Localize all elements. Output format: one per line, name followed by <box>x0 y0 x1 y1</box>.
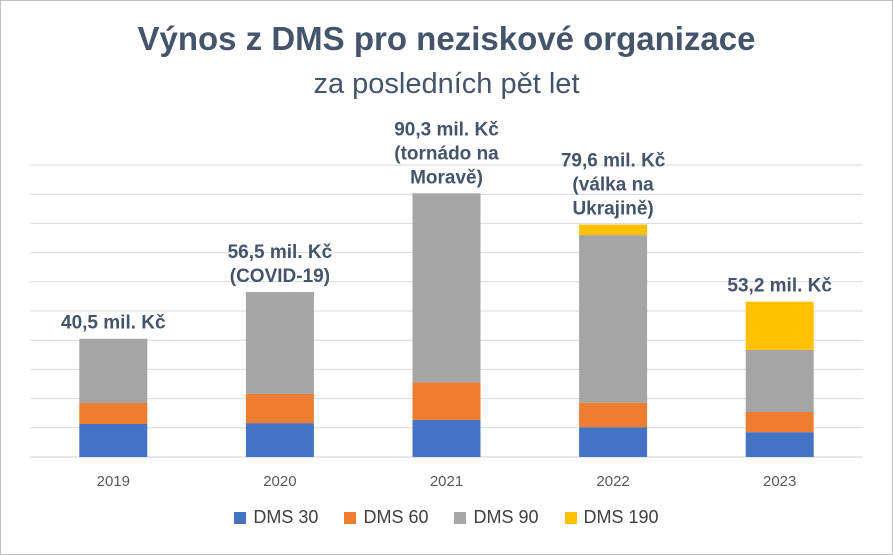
x-tick-label: 2020 <box>263 473 296 490</box>
bar-dms-190-2022 <box>579 224 648 236</box>
legend-item: DMS 30 <box>234 507 318 528</box>
legend-swatch <box>564 511 577 524</box>
data-label: (COVID-19) <box>230 266 330 287</box>
bar-dms-60-2023 <box>745 412 814 433</box>
legend-item: DMS 60 <box>344 507 428 528</box>
legend-swatch <box>454 511 467 524</box>
bar-dms-190-2023 <box>745 301 814 350</box>
bar-dms-60-2022 <box>579 402 648 428</box>
x-tick-label: 2022 <box>596 473 629 490</box>
bar-dms-90-2019 <box>79 338 148 403</box>
bar-dms-60-2019 <box>79 402 148 425</box>
bar-dms-30-2022 <box>579 427 648 457</box>
bar-dms-90-2022 <box>579 235 648 403</box>
data-label: 56,5 mil. Kč <box>228 242 333 263</box>
bar-dms-30-2020 <box>245 423 314 457</box>
legend-swatch <box>234 511 247 524</box>
legend-label: DMS 60 <box>363 507 429 527</box>
chart-title: Výnos z DMS pro neziskové organizace <box>137 20 756 57</box>
data-label: 40,5 mil. Kč <box>61 313 166 334</box>
data-label: 79,6 mil. Kč <box>561 151 666 172</box>
chart-legend: DMS 30 DMS 60 DMS 90 DMS 190 <box>0 507 893 528</box>
x-tick-label: 2021 <box>430 473 463 490</box>
data-label: (válka na <box>572 175 654 196</box>
legend-swatch <box>344 511 357 524</box>
legend-label: DMS 30 <box>253 507 319 527</box>
legend-item: DMS 90 <box>454 507 539 528</box>
bar-dms-30-2019 <box>79 424 148 457</box>
bar-dms-30-2023 <box>745 432 814 457</box>
data-label: 53,2 mil. Kč <box>727 276 832 297</box>
bar-dms-90-2021 <box>412 193 481 383</box>
bar-dms-30-2021 <box>412 419 481 457</box>
chart-subtitle: za posledních pět let <box>313 68 580 100</box>
legend-label: DMS 90 <box>473 507 539 527</box>
data-label: 90,3 mil. Kč <box>394 119 499 140</box>
legend-label: DMS 190 <box>583 507 659 527</box>
x-tick-label: 2023 <box>763 473 796 490</box>
bar-dms-90-2023 <box>745 349 814 413</box>
x-tick-label: 2019 <box>97 473 130 490</box>
legend-item: DMS 190 <box>564 507 659 528</box>
data-label: Ukrajině) <box>572 199 653 220</box>
bar-dms-60-2020 <box>245 393 314 424</box>
bar-dms-60-2021 <box>412 382 481 420</box>
data-label: (tornádo na <box>394 143 499 164</box>
bar-dms-90-2020 <box>245 292 314 394</box>
data-label: Moravě) <box>410 167 483 188</box>
